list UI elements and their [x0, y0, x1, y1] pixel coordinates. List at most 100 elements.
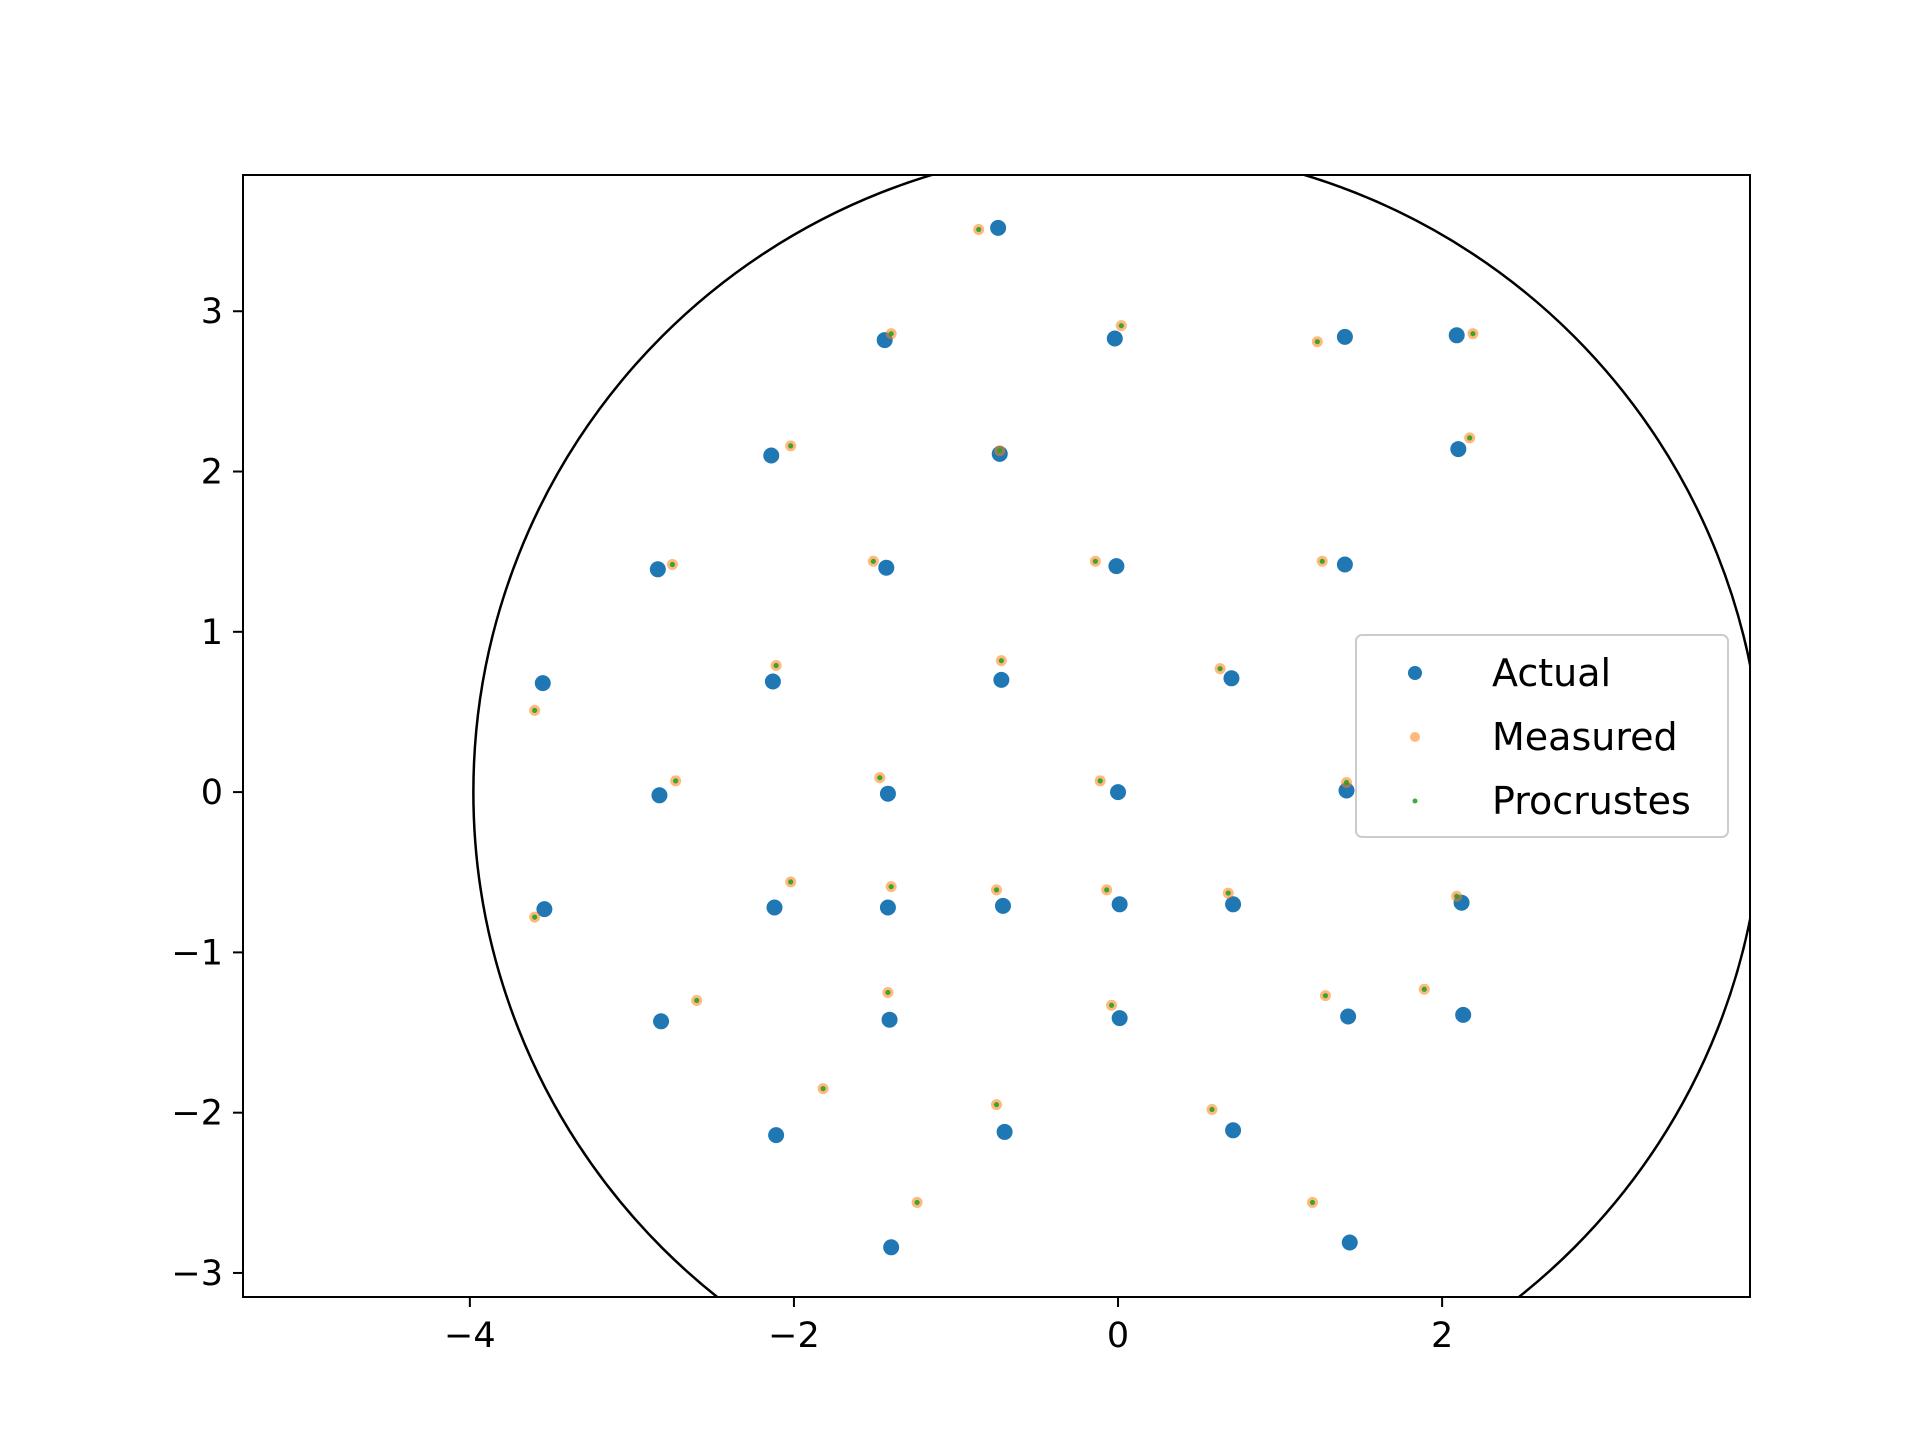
point-actual-5	[763, 447, 780, 464]
point-procrustes-0	[976, 226, 982, 233]
point-procrustes-1	[888, 331, 894, 337]
points-layer	[529, 219, 1479, 1256]
point-actual-11	[1336, 556, 1353, 573]
point-actual-27	[653, 1013, 670, 1030]
point-actual-34	[1225, 1122, 1242, 1139]
point-procrustes-33	[993, 1102, 1000, 1108]
legend-label-procrustes: Procrustes	[1492, 779, 1691, 823]
point-actual-32	[768, 1127, 785, 1144]
point-procrustes-4	[1470, 331, 1476, 337]
point-procrustes-19	[1343, 779, 1350, 786]
legend-marker-measured	[1410, 732, 1420, 742]
point-actual-20	[536, 901, 553, 918]
series-measured	[529, 223, 1479, 1208]
point-procrustes-2	[1118, 323, 1124, 329]
y-tick-label-4: 1	[201, 613, 223, 653]
y-tick-label-5: 2	[201, 453, 223, 493]
y-tick-label-3: 0	[201, 773, 223, 813]
point-procrustes-26	[1454, 893, 1460, 899]
point-procrustes-23	[993, 887, 1000, 893]
x-axis: −4 −2 0 2	[444, 1297, 1453, 1356]
point-procrustes-13	[773, 662, 779, 669]
point-actual-31	[1455, 1006, 1472, 1023]
series-actual	[534, 219, 1472, 1256]
point-procrustes-8	[669, 561, 676, 568]
point-procrustes-25	[1225, 890, 1231, 896]
point-procrustes-28	[885, 989, 891, 996]
point-procrustes-14	[998, 658, 1004, 664]
point-procrustes-24	[1104, 887, 1110, 893]
point-procrustes-10	[1092, 558, 1098, 564]
point-actual-36	[1341, 1234, 1358, 1251]
point-procrustes-22	[888, 884, 894, 890]
point-procrustes-27	[694, 997, 700, 1004]
point-actual-28	[881, 1011, 898, 1028]
point-actual-2	[1106, 330, 1123, 347]
point-actual-8	[649, 561, 666, 578]
point-actual-15	[1223, 670, 1240, 687]
point-procrustes-16	[673, 778, 679, 784]
y-tick-label-1: −2	[171, 1094, 223, 1134]
point-procrustes-30	[1322, 993, 1329, 999]
point-actual-25	[1225, 896, 1242, 913]
point-actual-33	[996, 1123, 1013, 1140]
point-procrustes-5	[788, 443, 794, 449]
point-procrustes-3	[1314, 339, 1320, 345]
point-actual-17	[879, 785, 896, 802]
point-procrustes-21	[788, 879, 794, 885]
y-tick-label-6: 3	[201, 292, 223, 332]
point-actual-12	[534, 675, 551, 692]
legend-marker-actual	[1408, 666, 1422, 680]
boundary-circle	[472, 175, 1750, 1297]
point-actual-13	[764, 673, 781, 690]
x-tick-label-0: −4	[444, 1316, 496, 1356]
point-actual-16	[651, 787, 668, 804]
axes-frame	[242, 174, 1751, 1298]
point-procrustes-11	[1319, 558, 1325, 564]
point-actual-3	[1336, 328, 1353, 345]
point-procrustes-35	[914, 1199, 920, 1206]
point-procrustes-20	[532, 914, 538, 920]
y-axis: −3 −2 −1 0 1 2 3	[171, 292, 243, 1294]
point-procrustes-17	[877, 775, 883, 781]
point-actual-29	[1111, 1010, 1128, 1027]
point-actual-19	[1338, 782, 1355, 799]
point-actual-10	[1108, 558, 1125, 575]
point-actual-0	[990, 219, 1007, 236]
y-tick-label-2: −1	[171, 933, 223, 973]
point-actual-30	[1340, 1008, 1357, 1025]
point-actual-7	[1450, 441, 1467, 458]
x-tick-label-1: −2	[768, 1316, 820, 1356]
legend: Actual Measured Procrustes	[1355, 634, 1729, 838]
point-actual-35	[883, 1239, 900, 1256]
x-tick-label-3: 2	[1431, 1316, 1453, 1356]
y-tick-label-0: −3	[171, 1254, 223, 1294]
point-actual-24	[1111, 896, 1128, 913]
point-actual-18	[1110, 784, 1127, 801]
point-procrustes-7	[1467, 435, 1473, 441]
legend-label-measured: Measured	[1492, 715, 1678, 759]
point-actual-23	[994, 897, 1011, 914]
point-procrustes-12	[532, 707, 538, 713]
x-tick-label-2: 0	[1107, 1316, 1129, 1356]
legend-marker-procrustes	[1412, 798, 1418, 804]
plot-area	[472, 175, 1750, 1297]
point-actual-22	[879, 899, 896, 916]
point-procrustes-9	[870, 558, 876, 564]
point-procrustes-32	[820, 1086, 826, 1092]
point-actual-14	[993, 671, 1010, 688]
point-procrustes-15	[1217, 666, 1223, 672]
point-procrustes-34	[1209, 1106, 1215, 1113]
point-procrustes-6	[997, 448, 1003, 454]
point-actual-4	[1448, 327, 1465, 344]
legend-frame	[1355, 634, 1729, 838]
point-procrustes-36	[1309, 1199, 1316, 1206]
point-actual-9	[878, 559, 895, 576]
point-procrustes-18	[1097, 778, 1103, 784]
point-procrustes-31	[1421, 986, 1427, 992]
legend-label-actual: Actual	[1492, 651, 1611, 695]
point-actual-21	[766, 899, 783, 916]
series-procrustes	[532, 226, 1476, 1206]
point-procrustes-29	[1108, 1002, 1115, 1008]
